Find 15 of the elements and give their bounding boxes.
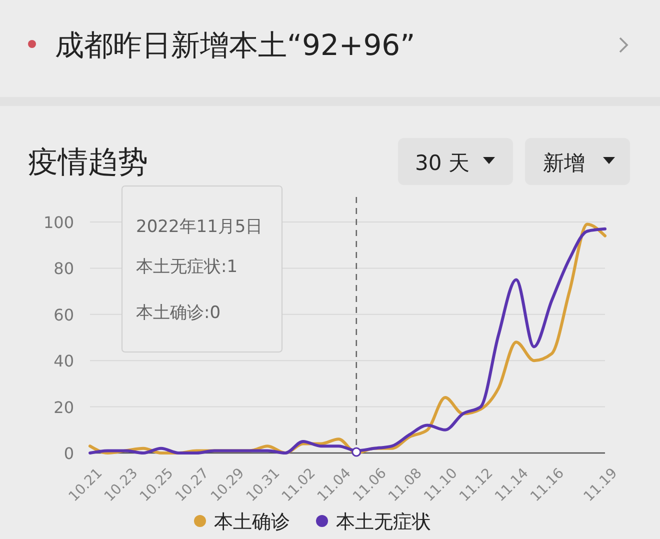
text: 30 天 xyxy=(415,151,470,175)
y-tick-label: 60 xyxy=(54,305,74,324)
text: 成都昨日新增本土“92+96” xyxy=(55,28,416,62)
annotation: 本土确诊:0 xyxy=(136,303,221,323)
chart-title: 疫情趋势 xyxy=(28,145,148,180)
annotation: 本土无症状:1 xyxy=(136,257,238,277)
y-tick-label: 0 xyxy=(64,444,74,463)
y-tick-label: 20 xyxy=(54,398,74,417)
y-tick-label: 40 xyxy=(54,352,74,371)
legend-label: 本土确诊 xyxy=(214,511,290,533)
text: 新增 xyxy=(543,151,585,175)
annotation: 2022年11月5日 xyxy=(136,217,263,237)
y-tick-label: 80 xyxy=(54,259,74,278)
y-tick-label: 100 xyxy=(43,213,74,232)
legend-label: 本土无症状 xyxy=(336,511,431,533)
